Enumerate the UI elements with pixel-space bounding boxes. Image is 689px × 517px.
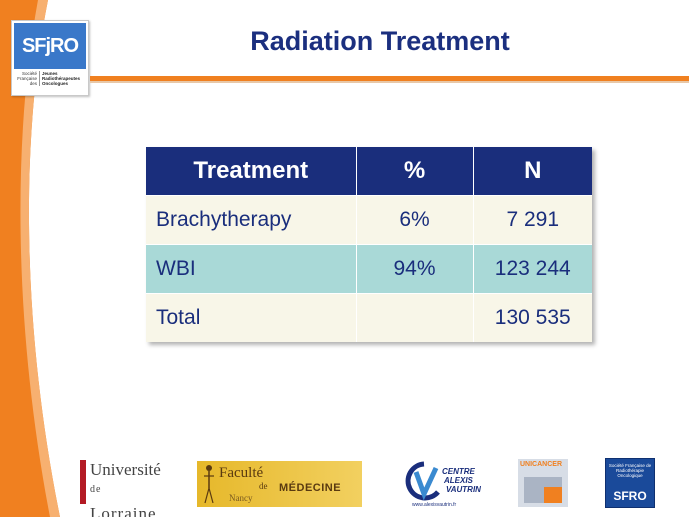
cell-treatment: Total [146,293,357,342]
skeleton-icon [204,465,214,504]
sfjro-logo-subtitle: Société Française des Jeunes Radiothérap… [15,71,85,86]
logo-text: MÉDECINE [279,482,342,494]
cell-percent: 94% [356,244,474,294]
logo-text: UNICANCER [520,461,562,468]
column-header-treatment: Treatment [146,147,357,196]
logo-url: www.alexisvautrin.fr [412,502,457,508]
logo-square-accent [544,487,562,503]
centre-alexis-vautrin-logo: CENTRE ALEXIS VAUTRIN www.alexisvautrin.… [400,458,482,510]
table-row: WBI 94% 123 244 [146,244,592,294]
cav-emblem-icon [405,461,440,501]
logo-text: VAUTRIN [446,485,481,494]
logo-line: Jeunes [42,71,58,76]
cell-percent: 6% [356,195,474,245]
sfjro-logo: SFjRO Société Française des Jeunes Radio… [11,20,89,96]
logo-text: Nancy [229,493,253,503]
table-row: Brachytherapy 6% 7 291 [146,195,592,245]
faculte-medecine-logo: Faculté de MÉDECINE Nancy [197,461,362,507]
logo-text: Faculté [219,465,264,481]
logo-line: Radiothérapeutes [42,76,81,81]
decorative-swoosh [0,0,60,517]
cell-n: 7 291 [473,195,592,245]
table-row: Total 130 535 [146,293,592,342]
sfjro-logo-mark: SFjRO [14,23,86,69]
logo-text: ALEXIS [444,476,473,485]
unicancer-logo: UNICANCER [518,459,568,507]
column-header-n: N [473,147,592,196]
logo-text: CENTRE [442,467,475,476]
logo-bar [80,460,86,504]
logo-text-lorraine: Lorraine [90,504,157,517]
cell-n: 123 244 [473,244,592,294]
logo-line: des [29,81,37,86]
logo-text: SFRO [613,489,647,503]
title-underline [90,76,689,81]
cell-percent [356,293,474,342]
column-header-percent: % [356,147,474,196]
logo-line: Société [21,71,37,76]
logo-subtitle: Société Française de Radiothérapie Oncol… [608,463,652,478]
logo-text: de [259,481,268,491]
cell-treatment: WBI [146,244,357,294]
slide-title: Radiation Treatment [250,26,510,56]
logo-text-de: de [90,484,102,495]
logo-text: Université [90,460,161,479]
treatment-table: Treatment % N Brachytherapy 6% 7 291 WBI… [146,147,592,342]
title-underline-shadow [90,81,689,83]
table-header-row: Treatment % N [146,147,592,196]
sfro-logo: Société Française de Radiothérapie Oncol… [605,458,655,508]
cell-treatment: Brachytherapy [146,195,357,245]
logo-text: de Lorraine [90,484,170,517]
cell-n: 130 535 [473,293,592,342]
universite-lorraine-logo: Université de Lorraine [80,458,170,517]
logo-line: Oncologues [42,81,69,86]
logo-line: Française [17,76,37,81]
